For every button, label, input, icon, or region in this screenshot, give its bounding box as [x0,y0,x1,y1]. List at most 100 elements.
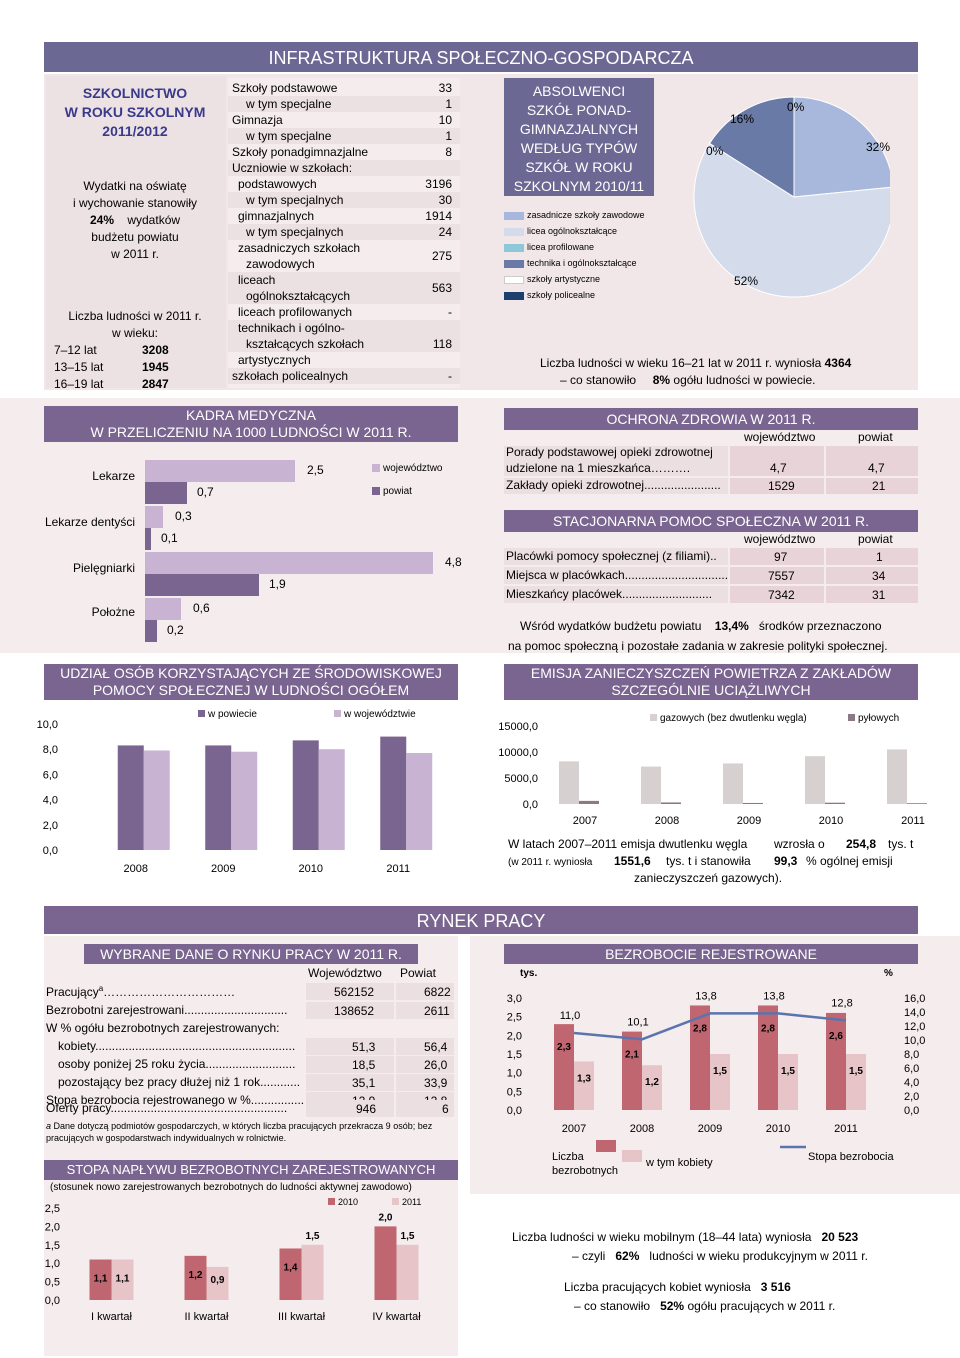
value-label: 1,5 [781,1066,795,1077]
cell-value: 6 [442,1102,449,1116]
value-label: 0,1 [161,531,178,545]
col-header: Województwo [308,966,382,980]
bar-women [778,1054,798,1110]
bar-powiat [292,740,319,850]
labor-table: Województwo Powiat Pracującya……………………………… [44,964,458,1120]
inflow-chart: 2,5 2,0 1,5 1,0 0,5 0,0 1,1 1,1 I kwartał 1,2 0,9 I… [45,1197,422,1323]
bar-powiat [145,620,157,642]
cell-value: 97 [774,550,788,564]
cell-value: 56,4 [424,1040,448,1054]
value-label: 1,3 [577,1073,591,1084]
cell-value: 1 [876,550,883,564]
bar-wojewodztwo [145,552,433,574]
bar-wojewodztwo [143,750,170,850]
rate-label: 13,8 [695,990,716,1002]
graduates-title: ABSOLWENCI SZKÓŁ PONAD- GIMNAZJALNYCH WE… [504,78,654,196]
footnote-text: Dane dotyczą podmiotów gospodarczych, w … [46,1121,433,1143]
legend-label: Stopa bezrobocia [808,1151,894,1163]
bar-women [846,1054,866,1110]
graduates-title-line: SZKOLNYM 2010/11 [513,178,645,194]
y-tick: 1,0 [45,1258,60,1270]
col-header: województwo [744,532,816,546]
labor-cell [306,1002,394,1019]
cell-value: 34 [872,569,886,583]
cell-value: 4,7 [868,461,885,475]
category-label: Położne [92,605,136,619]
emission-title-line: EMISJA ZANIECZYSZCZEŃ POWIETRZA Z ZAKŁAD… [530,665,892,681]
medical-title-line: KADRA MEDYCZNA [186,407,316,423]
health-cell [730,446,824,476]
y-tick-left: 0,0 [507,1105,522,1117]
unemp-title: BEZROBOCIE REJESTROWANE [504,944,918,964]
bar-wojewodztwo [145,460,295,482]
rate-label: 11,0 [560,1010,581,1022]
y-tick-right: 14,0 [904,1007,925,1019]
social-table: województwo powiat Placówki pomocy społe… [504,530,918,603]
youth-line: – co stanowiło 8% ogółu ludności w powie… [560,373,816,387]
emission-title: EMISJA ZANIECZYSZCZEŃ POWIETRZA Z ZAKŁAD… [504,664,918,700]
value-label: 4,8 [445,555,462,569]
bar-dust [825,802,845,804]
value-label: 2,6 [829,1031,843,1042]
y-tick: 2,0 [43,820,58,832]
row-label: Miejsca w placówkach....................… [506,568,729,582]
bar-2011 [111,1259,134,1300]
x-tick: 2008 [124,863,148,875]
spend-pct: 24% [89,213,114,227]
stat-row: gimnazjalnych 1914 [238,209,452,223]
y-tick: 0,0 [45,1295,60,1307]
labor-footnote: a Dane dotyczą podmiotów gospodarczych, … [46,1120,456,1144]
women-text: Liczba pracujących kobiet wyniosła 3 516… [564,1278,924,1316]
bar-powiat [117,745,144,850]
legend-swatch [622,1150,642,1162]
value-label: 1,1 [94,1274,108,1285]
y-tick: 0,5 [45,1277,60,1289]
school-title-box [46,76,226,388]
col-header: Powiat [400,966,437,980]
cell-value: 51,3 [352,1040,376,1054]
bar-gas [559,761,579,804]
bar-2010 [374,1226,397,1300]
pie-label: 0% [706,144,724,158]
y-tick: 2,0 [45,1221,60,1233]
y-tick: 4,0 [43,795,58,807]
category-label: Pielęgniarki [73,561,135,575]
legend-item: licea profilowane [504,242,594,252]
cell-value: 2611 [424,1004,450,1018]
x-tick: I kwartał [91,1311,133,1323]
cell-value: 33,9 [424,1076,448,1090]
bar-2011 [301,1244,324,1300]
labor-cell [306,1074,394,1091]
bar-powiat [145,528,151,550]
legend-swatch [848,714,855,721]
labor-offers-row: Oferty pracy............................… [44,1100,458,1118]
social-cell [730,567,824,584]
emission-line: W latach 2007–2011 emisja dwutlenku węgl… [508,837,914,851]
y-tick-left: 0,5 [507,1086,522,1098]
mobile-text: Liczba ludności w wieku mobilnym (18–44 … [512,1228,912,1266]
graduates-title-line: SZKÓŁ PONAD- [526,102,632,118]
y-tick: 5000,0 [504,773,538,785]
row-label: Oferty pracy............................… [46,1101,288,1115]
social-row-label [504,586,728,603]
legend-swatch [650,714,657,721]
emission-text: W latach 2007–2011 emisja dwutlenku węgl… [508,836,928,886]
col-header: powiat [858,430,893,444]
health-cell [730,478,824,494]
row-label: Placówki pomocy społecznej (z filiami).. [506,549,717,563]
y-tick: 0,0 [523,799,538,811]
legend-swatch [328,1198,335,1205]
cell-value: 26,0 [424,1058,448,1072]
medical-title-line: W PRZELICZENIU NA 1000 LUDNOŚCI W 2011 R… [90,424,412,440]
spend-text: Wydatki na oświatę i wychowanie stanowił… [50,178,220,263]
mobile-line: Liczba ludności w wieku mobilnym (18–44 … [512,1230,859,1244]
school-title-line: W ROKU SZKOLNYM [64,104,206,120]
spend-line: w 2011 r. [111,247,159,261]
value-label: 1,5 [849,1066,863,1077]
labor-cell [396,1038,454,1055]
health-row-label [504,478,728,494]
value-label: 1,5 [306,1231,320,1242]
stat-row: technikach i ogólno-kształcących szkołac… [228,320,460,352]
stat-row: podstawowych 3196 [238,177,452,191]
bar-dust [743,802,763,804]
